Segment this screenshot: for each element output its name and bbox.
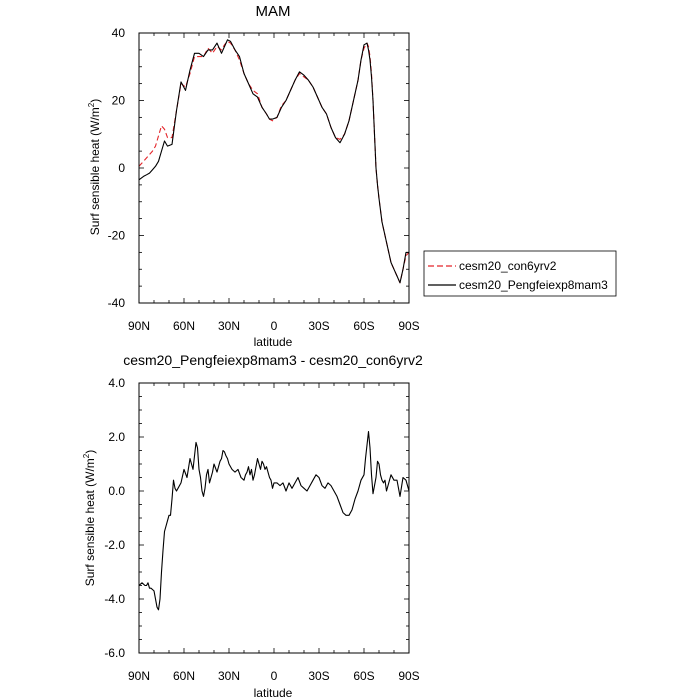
x-axis-label-top: latitude [254,335,293,349]
x-tick-label: 30N [218,319,240,333]
x-tick-label: 0 [271,669,278,683]
chart-bottom: cesm20_Pengfeiexp8mam3 - cesm20_con6yrv2… [82,352,423,700]
tick-group-top: 90N 60N 30N 0 30S 60S 90S -40 -20 0 20 40 [108,26,420,333]
legend-label-con6yrv2: cesm20_con6yrv2 [459,259,557,273]
x-tick-label: 30N [218,669,240,683]
tick-group-bottom: 90N 60N 30N 0 30S 60S 90S -6.0 -4.0 -2.0 0.0 2.0 4.0 [104,376,419,683]
series-group-bottom [138,431,410,611]
series-line-top-1 [138,39,409,284]
x-tick-label: 60N [173,319,195,333]
x-tick-label: 30S [308,319,329,333]
legend: cesm20_con6yrv2 cesm20_Pengfeiexp8mam3 [423,250,617,297]
legend-label-pengfeiexp8mam3: cesm20_Pengfeiexp8mam3 [459,278,608,292]
y-tick-label: -20 [108,229,126,243]
x-axis-label-bottom: latitude [254,686,293,700]
y-tick-label: -40 [108,296,126,310]
chart-top: MAM Surf sensible heat (W/m2) latitude 9… [87,3,420,349]
y-tick-label: 20 [112,94,126,108]
y-tick-label: 40 [112,26,126,40]
x-tick-label: 60N [173,669,195,683]
series-line-top-0 [138,40,410,284]
x-tick-label: 0 [271,319,278,333]
y-tick-label: -6.0 [104,646,125,660]
plot-frame-top [138,32,410,304]
x-tick-label: 90S [398,669,419,683]
y-tick-label: 4.0 [108,376,125,390]
legend-box [423,250,617,297]
x-tick-label: 90N [128,319,150,333]
plot-frame-bottom [138,382,410,654]
y-tick-label: 0.0 [108,484,125,498]
series-group-top [138,39,410,284]
x-tick-label: 60S [353,669,374,683]
y-tick-label: 0 [118,161,125,175]
chart-title-top: MAM [256,3,291,20]
y-tick-label: -2.0 [104,538,125,552]
x-tick-label: 90S [398,319,419,333]
y-axis-label-bottom: Surf sensible heat (W/m2) [82,450,97,587]
series-line-bottom-0 [138,431,410,611]
x-tick-label: 90N [128,669,150,683]
y-tick-label: -4.0 [104,592,125,606]
x-tick-label: 30S [308,669,329,683]
x-tick-label: 60S [353,319,374,333]
y-tick-label: 2.0 [108,430,125,444]
chart-title-bottom: cesm20_Pengfeiexp8mam3 - cesm20_con6yrv2 [123,352,423,368]
y-axis-label-top: Surf sensible heat (W/m2) [87,99,102,236]
